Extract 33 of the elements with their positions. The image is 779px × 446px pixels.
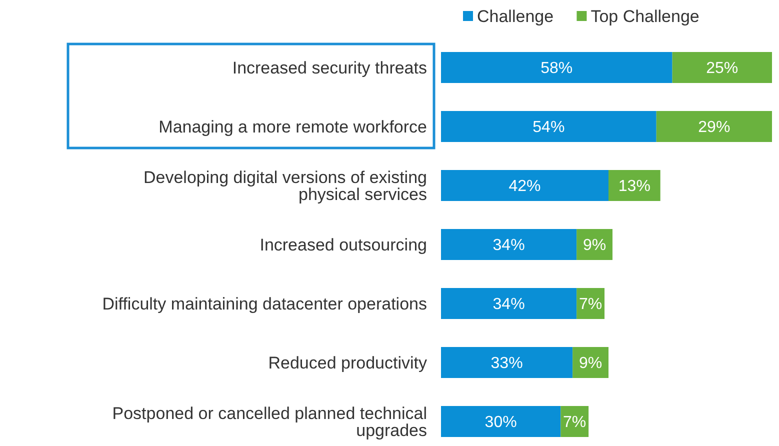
bar [441, 170, 608, 201]
bar [672, 52, 772, 83]
bar [656, 111, 772, 142]
y-tick-label: Difficulty maintaining datacenter operations [102, 294, 427, 314]
data-label: 58% [540, 60, 573, 78]
data-label: 9% [578, 355, 602, 372]
y-tick-label: Postponed or cancelled planned technical upgrades [112, 404, 427, 440]
data-label: 34% [492, 296, 525, 314]
data-label: 34% [492, 237, 525, 254]
bar [441, 111, 656, 142]
data-label: 25% [706, 60, 738, 78]
y-tick-label: Reduced productivity [268, 353, 428, 372]
data-label: 29% [698, 119, 730, 136]
data-label: 13% [618, 178, 650, 196]
bar [441, 406, 561, 437]
y-tick-label: Increased security threats [232, 58, 427, 78]
data-label: 42% [508, 178, 541, 196]
data-label: 7% [563, 414, 586, 432]
bar [441, 347, 573, 378]
y-tick-label: Managing a more remote workforce [158, 117, 427, 136]
legend-label: Challenge [477, 6, 554, 26]
bar [441, 288, 577, 319]
legend-label: Top Challenge [590, 6, 700, 26]
data-label: 33% [490, 355, 523, 372]
bar [441, 52, 672, 83]
y-tick-label: Developing digital versions of existing physical services [144, 168, 427, 204]
bar [441, 229, 577, 260]
data-label: 7% [578, 296, 602, 314]
data-label: 54% [532, 119, 565, 136]
data-label: 9% [582, 237, 606, 254]
y-tick-label: Increased outsourcing [260, 235, 427, 254]
data-label: 30% [484, 414, 517, 432]
bar [608, 170, 660, 201]
